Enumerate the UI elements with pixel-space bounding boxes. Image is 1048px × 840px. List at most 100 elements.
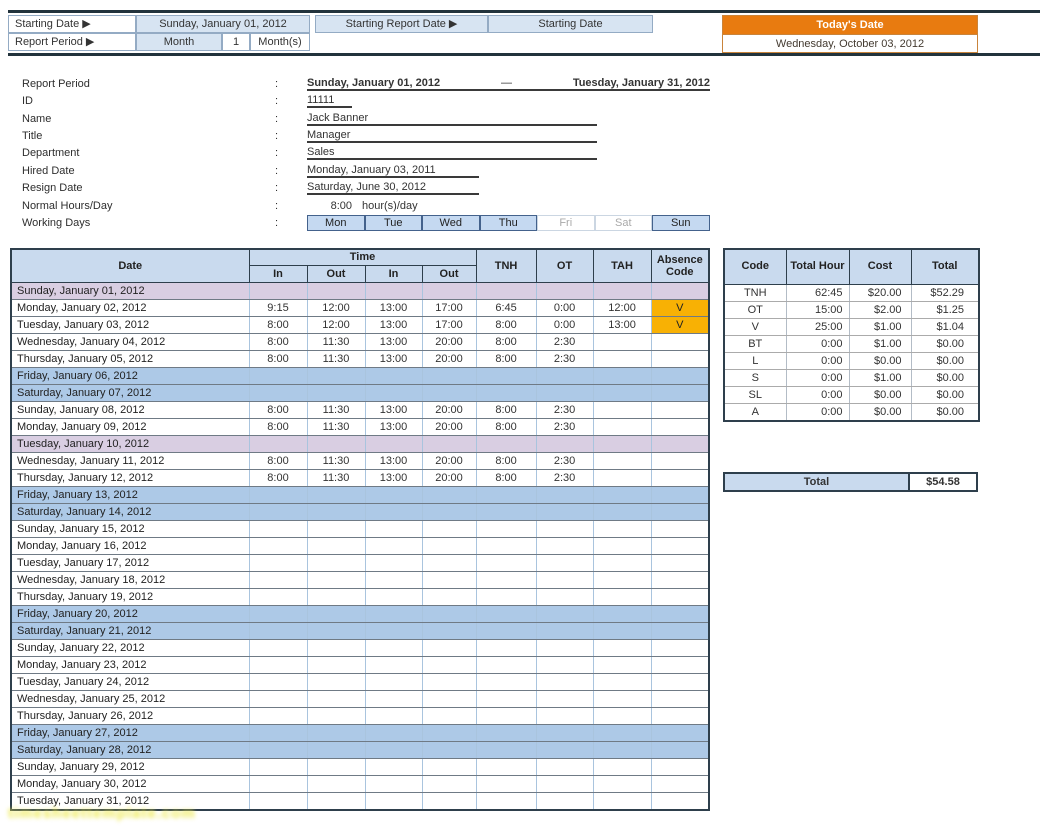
time-cell[interactable] <box>249 656 308 674</box>
time-cell[interactable] <box>249 571 308 589</box>
time-cell[interactable] <box>249 520 308 538</box>
time-cell[interactable] <box>593 758 652 776</box>
absence-cell[interactable] <box>651 469 710 487</box>
time-cell[interactable] <box>365 605 423 623</box>
time-cell[interactable] <box>476 367 537 385</box>
time-cell[interactable] <box>536 622 594 640</box>
time-cell[interactable] <box>365 486 423 504</box>
time-cell[interactable] <box>476 758 537 776</box>
time-cell[interactable] <box>249 758 308 776</box>
time-cell[interactable] <box>476 707 537 725</box>
absence-cell[interactable] <box>651 537 710 555</box>
time-cell[interactable]: 8:00 <box>249 401 308 419</box>
time-cell[interactable] <box>307 537 366 555</box>
time-cell[interactable]: 8:00 <box>476 316 537 334</box>
time-cell[interactable] <box>365 639 423 657</box>
time-cell[interactable]: 13:00 <box>365 333 423 351</box>
time-cell[interactable] <box>476 775 537 793</box>
absence-cell[interactable] <box>651 401 710 419</box>
absence-cell[interactable] <box>651 452 710 470</box>
time-cell[interactable] <box>307 707 366 725</box>
absence-cell[interactable] <box>651 792 710 810</box>
time-cell[interactable] <box>593 520 652 538</box>
time-cell[interactable] <box>307 690 366 708</box>
time-cell[interactable] <box>307 741 366 759</box>
time-cell[interactable] <box>536 639 594 657</box>
absence-cell[interactable] <box>651 350 710 368</box>
time-cell[interactable] <box>249 435 308 453</box>
time-cell[interactable] <box>365 588 423 606</box>
absence-cell[interactable] <box>651 384 710 402</box>
name-field[interactable]: Jack Banner <box>307 112 597 126</box>
time-cell[interactable] <box>249 384 308 402</box>
time-cell[interactable]: 0:00 <box>536 299 594 317</box>
time-cell[interactable] <box>536 435 594 453</box>
time-cell[interactable] <box>593 724 652 742</box>
time-cell[interactable] <box>422 673 477 691</box>
absence-cell[interactable] <box>651 775 710 793</box>
absence-cell[interactable] <box>651 605 710 623</box>
time-cell[interactable] <box>476 520 537 538</box>
time-cell[interactable] <box>365 707 423 725</box>
time-cell[interactable] <box>476 435 537 453</box>
time-cell[interactable]: 12:00 <box>593 299 652 317</box>
time-cell[interactable] <box>365 571 423 589</box>
time-cell[interactable] <box>422 520 477 538</box>
time-cell[interactable] <box>249 707 308 725</box>
time-cell[interactable]: 13:00 <box>365 316 423 334</box>
time-cell[interactable]: 6:45 <box>476 299 537 317</box>
time-cell[interactable] <box>593 571 652 589</box>
time-cell[interactable]: 17:00 <box>422 299 477 317</box>
time-cell[interactable] <box>536 282 594 300</box>
working-day-tue[interactable]: Tue <box>364 215 422 232</box>
time-cell[interactable] <box>536 520 594 538</box>
time-cell[interactable] <box>365 282 423 300</box>
absence-cell[interactable] <box>651 639 710 657</box>
time-cell[interactable]: 0:00 <box>536 316 594 334</box>
absence-cell[interactable] <box>651 571 710 589</box>
time-cell[interactable] <box>307 367 366 385</box>
time-cell[interactable]: 13:00 <box>365 401 423 419</box>
time-cell[interactable] <box>593 605 652 623</box>
time-cell[interactable] <box>422 435 477 453</box>
absence-cell[interactable] <box>651 520 710 538</box>
time-cell[interactable]: 13:00 <box>365 299 423 317</box>
time-cell[interactable] <box>536 724 594 742</box>
time-cell[interactable] <box>422 707 477 725</box>
time-cell[interactable] <box>365 656 423 674</box>
time-cell[interactable] <box>307 282 366 300</box>
absence-cell[interactable] <box>651 333 710 351</box>
time-cell[interactable] <box>307 588 366 606</box>
time-cell[interactable] <box>593 537 652 555</box>
absence-cell[interactable] <box>651 690 710 708</box>
time-cell[interactable] <box>536 741 594 759</box>
time-cell[interactable] <box>536 605 594 623</box>
time-cell[interactable] <box>249 775 308 793</box>
time-cell[interactable]: 8:00 <box>476 418 537 436</box>
report-period-from[interactable]: Sunday, January 01, 2012 <box>307 76 441 89</box>
time-cell[interactable] <box>422 486 477 504</box>
absence-cell[interactable] <box>651 724 710 742</box>
report-period-unit[interactable]: Month <box>136 33 222 51</box>
time-cell[interactable]: 8:00 <box>249 316 308 334</box>
time-cell[interactable] <box>365 537 423 555</box>
time-cell[interactable]: 13:00 <box>365 350 423 368</box>
time-cell[interactable]: 9:15 <box>249 299 308 317</box>
time-cell[interactable] <box>249 486 308 504</box>
time-cell[interactable] <box>249 741 308 759</box>
time-cell[interactable]: 13:00 <box>365 469 423 487</box>
time-cell[interactable] <box>593 673 652 691</box>
time-cell[interactable] <box>476 571 537 589</box>
time-cell[interactable]: 8:00 <box>476 452 537 470</box>
time-cell[interactable] <box>476 554 537 572</box>
time-cell[interactable] <box>422 384 477 402</box>
time-cell[interactable] <box>307 486 366 504</box>
time-cell[interactable]: 13:00 <box>365 452 423 470</box>
starting-date-value[interactable]: Sunday, January 01, 2012 <box>136 15 310 33</box>
time-cell[interactable] <box>476 605 537 623</box>
time-cell[interactable] <box>593 469 652 487</box>
time-cell[interactable] <box>422 605 477 623</box>
time-cell[interactable] <box>593 656 652 674</box>
time-cell[interactable] <box>307 622 366 640</box>
working-day-wed[interactable]: Wed <box>422 215 480 232</box>
